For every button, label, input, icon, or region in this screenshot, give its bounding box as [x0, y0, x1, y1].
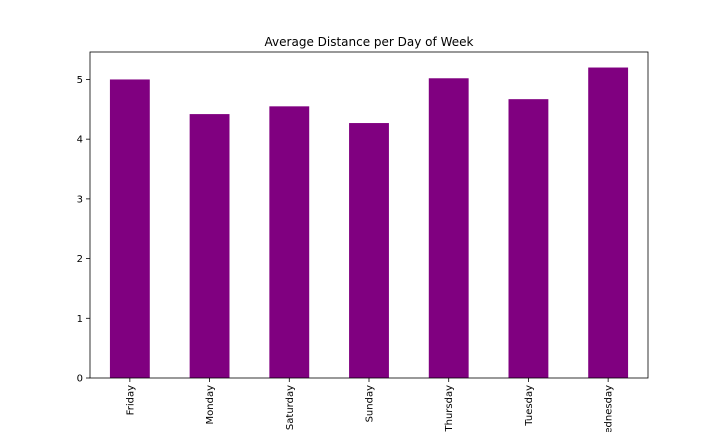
x-tick-label: Monday	[205, 385, 216, 425]
y-axis: 0 1 2 3 4 5	[77, 75, 90, 385]
y-tick-label: 3	[77, 194, 83, 205]
bar-friday	[109, 79, 150, 378]
x-tick-label: Tuesday	[524, 385, 535, 427]
bars-group	[109, 67, 629, 379]
bar-tuesday	[508, 99, 549, 379]
x-axis: Friday Monday Saturday Sunday Thursday Tuesda…	[125, 378, 615, 432]
x-tick-label: Friday	[125, 385, 136, 415]
y-tick-label: 1	[77, 314, 83, 325]
chart-title: Average Distance per Day of Week	[265, 35, 474, 49]
y-tick-label: 2	[77, 254, 83, 265]
bar-saturday	[269, 106, 310, 378]
bar-sunday	[349, 123, 389, 378]
bar-wednesday	[588, 67, 629, 379]
x-tick-label: Thursday	[444, 385, 455, 432]
y-tick-label: 5	[77, 75, 83, 86]
y-tick-label: 0	[77, 374, 83, 385]
x-tick-label: Sunday	[365, 385, 376, 422]
bar-monday	[189, 114, 230, 378]
x-tick-label: Wednesday	[604, 385, 615, 432]
x-tick-label: Saturday	[285, 385, 296, 430]
y-tick-label: 4	[77, 135, 83, 146]
bar-thursday	[428, 78, 469, 379]
